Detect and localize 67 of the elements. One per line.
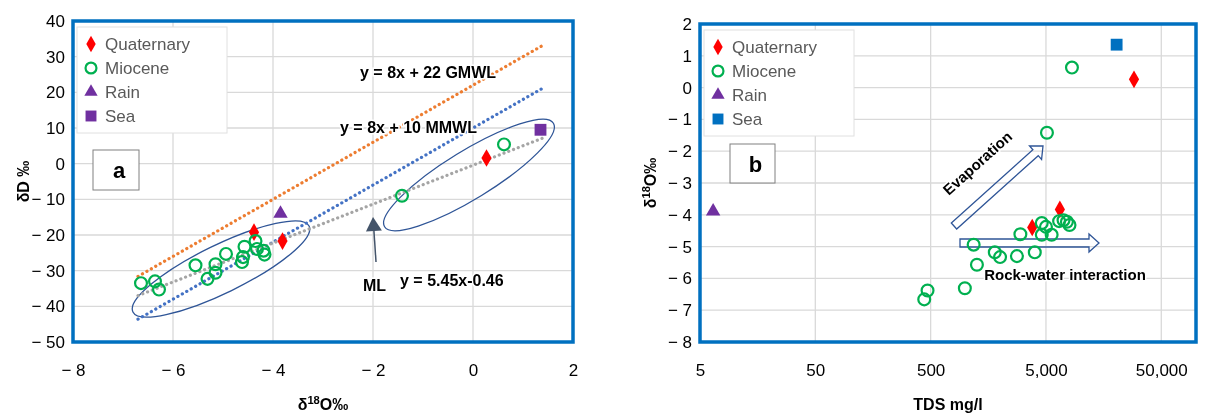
point (234, 255, 250, 270)
y-tick-label: − 6 (667, 269, 692, 289)
x-tick-label: 50,000 (1135, 361, 1188, 381)
point (218, 246, 234, 261)
x-axis-title: δ$^{18}$O‰ (297, 394, 349, 413)
legend-label: Miocene (105, 59, 170, 78)
y-tick-label: 1 (682, 46, 692, 66)
point (496, 137, 512, 152)
y-tick-label: − 2 (667, 142, 692, 162)
legend-label: Quaternary (105, 35, 191, 54)
annotation: Rock-water interaction (984, 266, 1146, 283)
point (248, 234, 263, 249)
y-tick-label: − 10 (31, 190, 65, 210)
point (249, 241, 265, 256)
x-axis-title: TDS mg/l (913, 396, 983, 413)
annotation: y = 8x + 22 GMWL (360, 64, 497, 81)
point (257, 247, 272, 262)
y-tick-label: 20 (46, 83, 65, 103)
y-tick-label: 10 (46, 118, 65, 138)
legend-label: Quaternary (732, 38, 818, 57)
point (188, 258, 203, 273)
legend-label: Sea (732, 110, 763, 129)
x-tick-label: 50 (806, 361, 826, 381)
x-tick-label: − 8 (61, 361, 86, 381)
annotation: a (112, 158, 126, 183)
x-tick-label: − 6 (161, 361, 186, 381)
point (147, 274, 163, 289)
point (235, 250, 251, 265)
y-tick-label: − 3 (667, 173, 692, 193)
y-tick-label: − 4 (667, 205, 692, 225)
y-tick-label: − 30 (31, 261, 65, 281)
point (133, 276, 149, 291)
annotation: ML (363, 277, 387, 294)
point (237, 239, 252, 254)
y-tick-label: 0 (55, 154, 65, 174)
point (256, 243, 271, 258)
y-tick-label: − 8 (667, 332, 692, 352)
point (534, 123, 547, 136)
x-tick-label: 2 (568, 361, 579, 381)
point (208, 265, 223, 280)
y-tick-label: 30 (46, 47, 65, 67)
y-tick-label: 40 (46, 11, 65, 31)
legend-label: Rain (732, 86, 767, 105)
annotation: y = 5.45x-0.46 (400, 272, 504, 289)
x-tick-label: − 2 (361, 361, 386, 381)
y-tick-label: 2 (682, 14, 692, 34)
y-tick-label: − 7 (667, 301, 692, 321)
y-tick-label: − 5 (667, 237, 692, 257)
x-tick-label: 0 (468, 361, 479, 381)
point (200, 271, 215, 286)
legend-label: Sea (105, 107, 136, 126)
annotation: b (748, 151, 763, 177)
point (394, 188, 410, 203)
x-tick-label: 500 (916, 361, 946, 381)
y-tick-label: 0 (682, 78, 692, 98)
x-tick-label: 5 (695, 361, 706, 381)
point (151, 282, 167, 297)
y-tick-label: − 50 (31, 332, 65, 352)
y-axis-title: δD ‰ (15, 160, 32, 203)
y-tick-label: − 20 (31, 225, 65, 245)
legend-label: Rain (105, 83, 140, 102)
y-tick-label: − 1 (667, 110, 692, 130)
x-tick-label: − 4 (261, 361, 286, 381)
legend-label: Miocene (732, 62, 797, 81)
x-tick-label: 5,000 (1025, 361, 1068, 381)
point (208, 257, 223, 272)
y-tick-label: − 40 (31, 297, 65, 317)
